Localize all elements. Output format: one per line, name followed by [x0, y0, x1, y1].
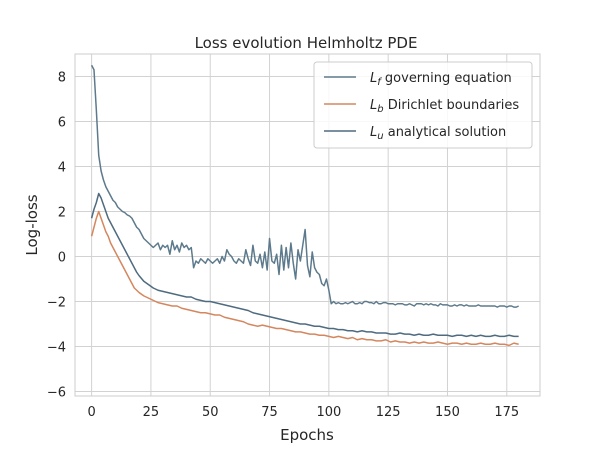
y-tick-label: 4: [58, 161, 66, 176]
x-tick-label: 100: [316, 405, 341, 420]
chart-title: Loss evolution Helmholtz PDE: [195, 34, 418, 52]
legend: Lf governing equation Lb Dirichlet bounda…: [313, 61, 533, 149]
series-line-b: [90, 210, 519, 347]
y-tick-label: −4: [47, 341, 66, 356]
y-tick-label: 0: [58, 251, 66, 266]
y-tick-label: 2: [58, 206, 66, 221]
x-tick-label: 125: [376, 405, 401, 420]
y-tick-label: 8: [58, 71, 66, 86]
series-line-f: [90, 64, 519, 308]
y-tick-label: 6: [58, 116, 66, 131]
x-tick-label: 150: [435, 405, 460, 420]
x-tick-label: 175: [494, 405, 519, 420]
x-tick-label: 50: [202, 405, 219, 420]
x-axis-label: Epochs: [280, 426, 334, 444]
y-tick-label: −2: [47, 296, 66, 311]
tick-labels: 0 25 50 75 100 125 150 175 −6 −4 −2 0 2 4 6 8: [47, 71, 519, 421]
series-lines: [90, 64, 519, 347]
x-tick-label: 75: [261, 405, 278, 420]
legend-label-f: Lf governing equation: [370, 71, 512, 88]
y-tick-label: −6: [47, 386, 66, 401]
plot-frame: [74, 53, 541, 397]
legend-label-b: Lb Dirichlet boundaries: [370, 98, 519, 115]
x-tick-label: 0: [87, 405, 95, 420]
y-axis-label: Log-loss: [23, 194, 41, 255]
series-line-u: [90, 192, 519, 338]
x-tick-label: 25: [143, 405, 160, 420]
legend-label-u: Lu analytical solution: [370, 125, 506, 142]
legend-box: [313, 61, 533, 149]
